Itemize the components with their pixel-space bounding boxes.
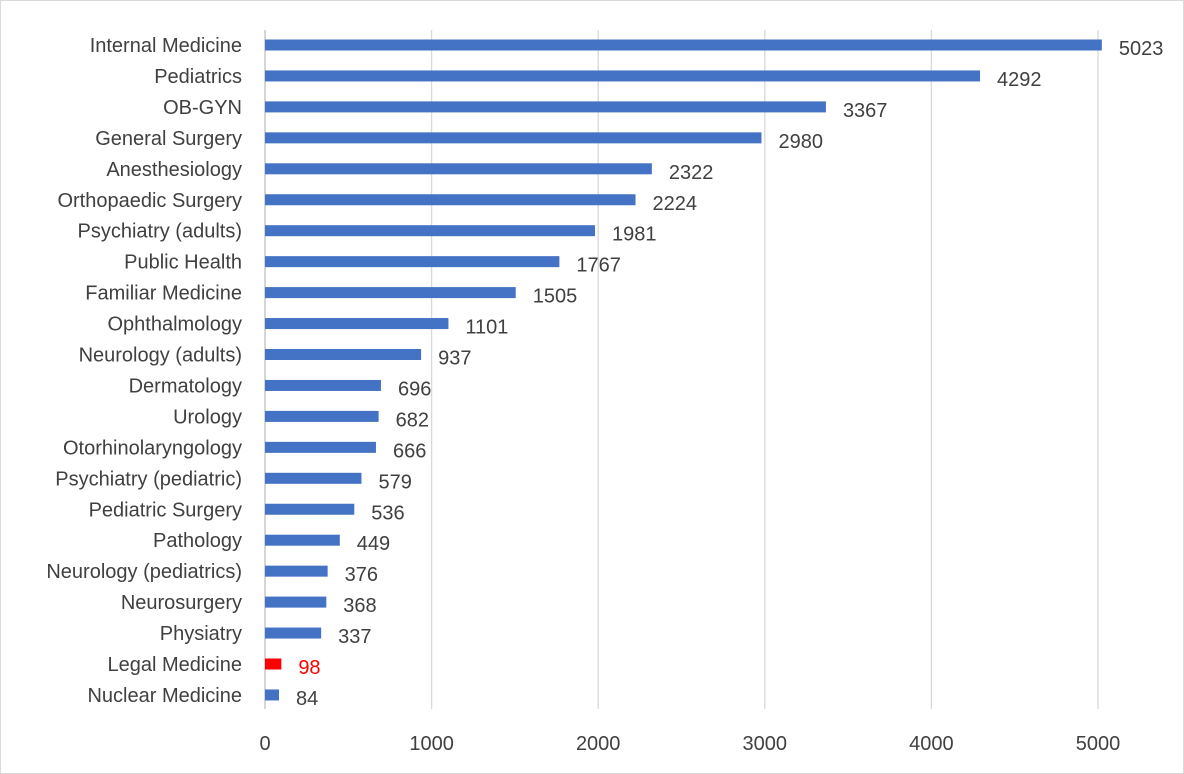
bar [265,441,376,453]
x-tick-label: 1000 [409,733,454,755]
data-label: 1505 [533,286,578,308]
x-tick-label: 0 [259,733,270,755]
bar [265,194,636,206]
data-label: 4292 [997,69,1041,91]
data-label: 368 [343,595,376,617]
bars [265,39,1102,701]
bar [265,163,652,175]
data-label: 579 [378,471,411,493]
category-label: Neurology (adults) [79,345,242,367]
data-label: 1101 [465,317,508,339]
bar [265,596,327,608]
bar [265,132,762,144]
category-label: Pediatric Surgery [89,499,242,521]
data-label: 84 [296,688,318,710]
data-label: 376 [345,564,378,586]
data-label: 1767 [576,255,621,277]
bar [265,534,340,546]
gridlines [264,30,1099,709]
category-label: Psychiatry (pediatric) [55,468,242,490]
data-label: 536 [371,502,404,524]
data-label: 449 [357,533,390,555]
bar [265,410,379,422]
bar [265,318,449,330]
category-label: Anesthesiology [106,159,242,181]
category-label: Otorhinolaryngology [63,437,242,459]
bar [265,349,422,360]
data-label: 2980 [778,131,823,153]
data-label: 682 [396,409,429,431]
data-label: 2224 [653,193,698,215]
category-label: Internal Medicine [90,35,242,57]
bar [265,225,596,237]
bar [265,503,355,515]
data-label: 937 [438,348,471,370]
bar [265,627,322,639]
category-label: Neurosurgery [121,592,242,614]
category-label: Neurology (pediatrics) [46,561,242,583]
x-axis-tick-labels: 0 1000 2000 3000 4000 5000 [259,733,1120,755]
category-label: Familiar Medicine [85,283,242,305]
data-label: 3367 [843,100,888,122]
bar [265,101,826,113]
data-label: 5023 [1119,38,1164,60]
category-label: Ophthalmology [107,314,242,336]
data-label: 337 [338,626,371,648]
data-label: 2322 [669,162,714,184]
category-label: Dermatology [129,375,242,397]
x-tick-label: 2000 [576,733,621,755]
category-label: Urology [173,406,242,428]
category-labels: Internal Medicine Pediatrics OB-GYN General… [46,35,242,707]
x-tick-label: 5000 [1076,733,1121,755]
category-label: Pathology [153,530,242,552]
bar [265,565,328,577]
category-label: Orthopaedic Surgery [57,190,242,212]
bar [265,472,362,484]
category-label: Pediatrics [154,66,242,88]
data-label: 98 [298,657,320,679]
category-label: Psychiatry (adults) [78,221,243,243]
category-label: Legal Medicine [107,654,242,676]
bar [265,287,516,299]
bar [265,689,279,701]
value-labels: 5023 4292 3367 2980 2322 2224 1981 1767 1505 1101… [296,38,1163,710]
category-label: General Surgery [95,128,242,150]
data-label: 666 [393,440,426,462]
data-label: 696 [398,378,431,400]
category-label: Nuclear Medicine [87,685,242,707]
x-tick-label: 3000 [743,733,788,755]
bar [265,70,981,82]
category-label: Public Health [124,252,242,274]
bar [265,39,1102,51]
bar [265,379,381,391]
bar [265,256,560,268]
bar [265,658,282,670]
category-label: OB-GYN [163,97,242,119]
data-label: 1981 [612,224,657,246]
x-tick-label: 4000 [909,733,954,755]
category-label: Physiatry [160,623,242,645]
